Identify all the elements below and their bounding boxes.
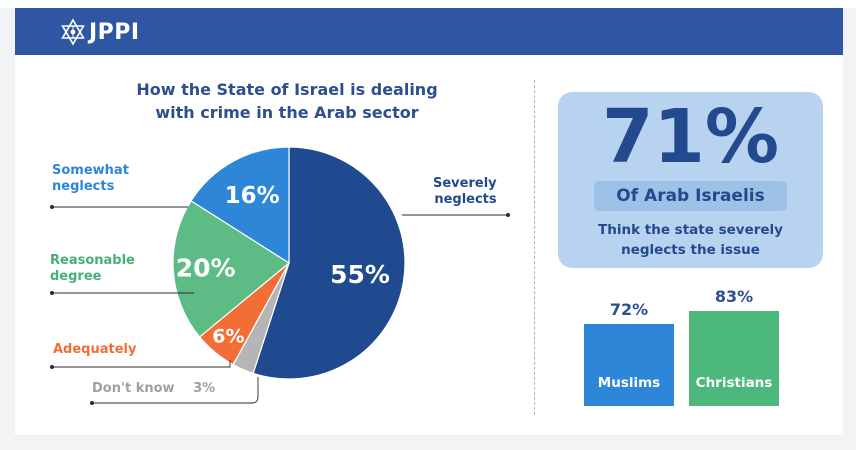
bar-christians [689,311,779,406]
leader-line-dont-know [92,377,259,404]
leader-dot-reasonable-degree [50,291,54,295]
star-of-david-icon [61,18,85,46]
header-bar: JPPI [15,8,843,55]
logo: JPPI [59,17,140,47]
pie-value-severely-neglects: 55% [330,260,390,289]
label-reasonable-degree: Reasonable degree [50,253,135,285]
label-dont-know: Don't know 3% [92,381,215,397]
kpi-subject: Of Arab Israelis [594,181,787,211]
label-somewhat-line-2: neglects [52,179,115,194]
kpi-description: Think the state severely neglects the is… [558,220,823,260]
leader-dot-severely-neglects [506,213,510,217]
section-divider [534,80,535,415]
leader-dot-somewhat-neglects [50,205,54,209]
pie-value-adequately: 6% [212,325,244,347]
logo-text: JPPI [89,19,140,45]
kpi-card: 71% Of Arab Israelis Think the state sev… [558,92,823,268]
bar-label-muslims: Muslims [597,375,661,391]
pie-value-reasonable-degree: 20% [176,254,236,283]
pie-slice-reasonable-degree [172,200,291,338]
chart-title-line-2: with crime in the Arab sector [155,103,419,122]
label-somewhat-neglects: Somewhat neglects [52,163,129,195]
bar-muslims [584,323,674,406]
kpi-description-line-1: Think the state severely [598,222,783,238]
pie-value-somewhat-neglects: 16% [225,183,280,209]
label-reasonable-line-1: Reasonable [50,253,135,268]
chart-title-line-1: How the State of Israel is dealing [136,80,438,99]
pie-slice-severely-neglects [252,146,406,380]
leader-line-adequately [52,360,231,368]
top-strip [0,0,856,8]
bar-value-muslims: 72% [609,299,649,319]
bar-label-christians: Christians [695,375,773,391]
label-severely-line-1: Severely [433,176,497,191]
kpi-description-line-2: neglects the issue [621,242,760,258]
pie-slice-somewhat-neglects [190,146,290,265]
bar-value-christians: 83% [714,287,754,306]
label-dont-know-value: 3% [193,381,216,396]
label-severely-neglects: Severely neglects [433,176,497,208]
label-severely-line-2: neglects [434,192,497,207]
label-adequately: Adequately [53,342,137,357]
label-dont-know-text: Don't know [92,381,175,396]
leader-dot-adequately [50,365,54,369]
chart-title: How the State of Israel is dealing with … [112,78,462,124]
kpi-value: 71% [601,94,780,180]
label-reasonable-line-2: degree [50,269,102,284]
label-somewhat-line-1: Somewhat [52,163,129,178]
leader-dot-dont-know [90,401,94,405]
